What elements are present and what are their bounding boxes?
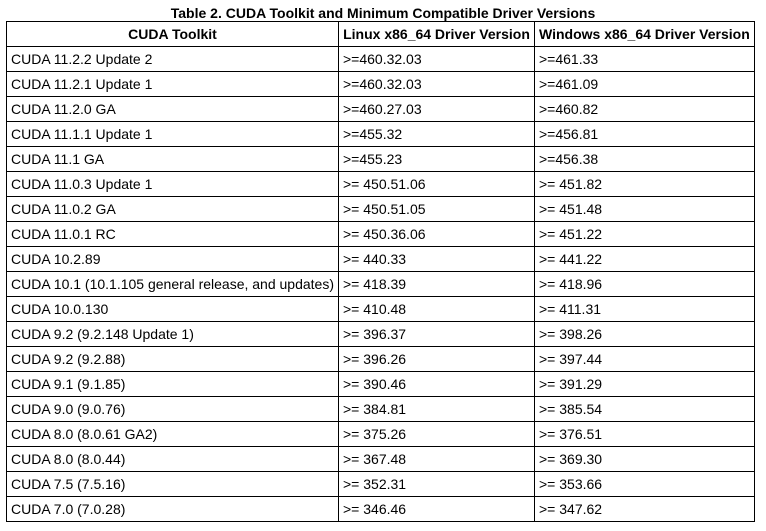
table-row: CUDA 11.0.2 GA >= 450.51.05 >= 451.48 xyxy=(6,196,755,222)
toolkit-cell: CUDA 9.2 (9.2.88) xyxy=(6,346,339,372)
toolkit-cell: CUDA 10.0.130 xyxy=(6,296,339,322)
windows-driver-cell: >= 347.62 xyxy=(534,496,755,522)
toolkit-cell: CUDA 10.2.89 xyxy=(6,246,339,272)
windows-driver-cell: >=456.38 xyxy=(534,146,755,172)
toolkit-cell: CUDA 11.0.3 Update 1 xyxy=(6,171,339,197)
table-row: CUDA 10.2.89 >= 440.33 >= 441.22 xyxy=(6,246,755,272)
linux-driver-cell: >= 410.48 xyxy=(338,296,535,322)
windows-driver-cell: >= 391.29 xyxy=(534,371,755,397)
toolkit-cell: CUDA 7.5 (7.5.16) xyxy=(6,471,339,497)
toolkit-cell: CUDA 9.2 (9.2.148 Update 1) xyxy=(6,321,339,347)
toolkit-cell: CUDA 7.0 (7.0.28) xyxy=(6,496,339,522)
linux-driver-cell: >=455.23 xyxy=(338,146,535,172)
table-row: CUDA 8.0 (8.0.44) >= 367.48 >= 369.30 xyxy=(6,446,755,472)
table-row: CUDA 11.0.3 Update 1 >= 450.51.06 >= 451.8… xyxy=(6,171,755,197)
windows-driver-cell: >= 451.22 xyxy=(534,221,755,247)
table-body: CUDA 11.2.2 Update 2 >=460.32.03 >=461.33 C… xyxy=(6,46,755,522)
linux-driver-cell: >=460.32.03 xyxy=(338,46,535,72)
toolkit-cell: CUDA 8.0 (8.0.44) xyxy=(6,446,339,472)
linux-driver-cell: >= 352.31 xyxy=(338,471,535,497)
table-row: CUDA 7.0 (7.0.28) >= 346.46 >= 347.62 xyxy=(6,496,755,522)
linux-driver-cell: >= 396.37 xyxy=(338,321,535,347)
toolkit-cell: CUDA 11.2.0 GA xyxy=(6,96,339,122)
linux-driver-cell: >= 346.46 xyxy=(338,496,535,522)
table-row: CUDA 9.1 (9.1.85) >= 390.46 >= 391.29 xyxy=(6,371,755,397)
linux-driver-cell: >= 450.51.06 xyxy=(338,171,535,197)
table-row: CUDA 8.0 (8.0.61 GA2) >= 375.26 >= 376.51 xyxy=(6,421,755,447)
toolkit-cell: CUDA 10.1 (10.1.105 general release, and… xyxy=(6,271,339,297)
linux-driver-cell: >= 390.46 xyxy=(338,371,535,397)
table-row: CUDA 10.0.130 >= 410.48 >= 411.31 xyxy=(6,296,755,322)
toolkit-cell: CUDA 8.0 (8.0.61 GA2) xyxy=(6,421,339,447)
table-row: CUDA 11.1.1 Update 1 >=455.32 >=456.81 xyxy=(6,121,755,147)
windows-driver-cell: >= 369.30 xyxy=(534,446,755,472)
windows-driver-cell: >=461.09 xyxy=(534,71,755,97)
driver-compatibility-table: CUDA Toolkit Linux x86_64 Driver Version… xyxy=(6,21,755,522)
table-row: CUDA 11.0.1 RC >= 450.36.06 >= 451.22 xyxy=(6,221,755,247)
windows-driver-cell: >= 376.51 xyxy=(534,421,755,447)
table-row: CUDA 11.2.1 Update 1 >=460.32.03 >=461.09 xyxy=(6,71,755,97)
linux-driver-cell: >= 440.33 xyxy=(338,246,535,272)
table-row: CUDA 9.2 (9.2.88) >= 396.26 >= 397.44 xyxy=(6,346,755,372)
windows-driver-cell: >= 398.26 xyxy=(534,321,755,347)
header-linux-driver: Linux x86_64 Driver Version xyxy=(338,21,535,47)
linux-driver-cell: >= 396.26 xyxy=(338,346,535,372)
toolkit-cell: CUDA 11.2.1 Update 1 xyxy=(6,71,339,97)
linux-driver-cell: >=455.32 xyxy=(338,121,535,147)
linux-driver-cell: >= 450.51.05 xyxy=(338,196,535,222)
table-row: CUDA 10.1 (10.1.105 general release, and… xyxy=(6,271,755,297)
table-row: CUDA 11.1 GA >=455.23 >=456.38 xyxy=(6,146,755,172)
header-cuda-toolkit: CUDA Toolkit xyxy=(6,21,339,47)
table-row: CUDA 7.5 (7.5.16) >= 352.31 >= 353.66 xyxy=(6,471,755,497)
header-windows-driver: Windows x86_64 Driver Version xyxy=(534,21,755,47)
table-row: CUDA 9.2 (9.2.148 Update 1) >= 396.37 >= 3… xyxy=(6,321,755,347)
windows-driver-cell: >=456.81 xyxy=(534,121,755,147)
windows-driver-cell: >= 411.31 xyxy=(534,296,755,322)
windows-driver-cell: >= 397.44 xyxy=(534,346,755,372)
table-header-row: CUDA Toolkit Linux x86_64 Driver Version… xyxy=(6,21,755,47)
linux-driver-cell: >=460.27.03 xyxy=(338,96,535,122)
windows-driver-cell: >= 451.82 xyxy=(534,171,755,197)
toolkit-cell: CUDA 11.0.1 RC xyxy=(6,221,339,247)
linux-driver-cell: >= 450.36.06 xyxy=(338,221,535,247)
toolkit-cell: CUDA 11.1.1 Update 1 xyxy=(6,121,339,147)
linux-driver-cell: >= 384.81 xyxy=(338,396,535,422)
toolkit-cell: CUDA 11.0.2 GA xyxy=(6,196,339,222)
table-caption: Table 2. CUDA Toolkit and Minimum Compat… xyxy=(170,5,596,21)
toolkit-cell: CUDA 11.1 GA xyxy=(6,146,339,172)
table-row: CUDA 11.2.2 Update 2 >=460.32.03 >=461.33 xyxy=(6,46,755,72)
windows-driver-cell: >=461.33 xyxy=(534,46,755,72)
linux-driver-cell: >= 418.39 xyxy=(338,271,535,297)
toolkit-cell: CUDA 9.1 (9.1.85) xyxy=(6,371,339,397)
windows-driver-cell: >= 418.96 xyxy=(534,271,755,297)
table-row: CUDA 11.2.0 GA >=460.27.03 >=460.82 xyxy=(6,96,755,122)
windows-driver-cell: >=460.82 xyxy=(534,96,755,122)
linux-driver-cell: >= 367.48 xyxy=(338,446,535,472)
windows-driver-cell: >= 353.66 xyxy=(534,471,755,497)
windows-driver-cell: >= 441.22 xyxy=(534,246,755,272)
linux-driver-cell: >= 375.26 xyxy=(338,421,535,447)
linux-driver-cell: >=460.32.03 xyxy=(338,71,535,97)
toolkit-cell: CUDA 9.0 (9.0.76) xyxy=(6,396,339,422)
windows-driver-cell: >= 385.54 xyxy=(534,396,755,422)
table-row: CUDA 9.0 (9.0.76) >= 384.81 >= 385.54 xyxy=(6,396,755,422)
windows-driver-cell: >= 451.48 xyxy=(534,196,755,222)
toolkit-cell: CUDA 11.2.2 Update 2 xyxy=(6,46,339,72)
